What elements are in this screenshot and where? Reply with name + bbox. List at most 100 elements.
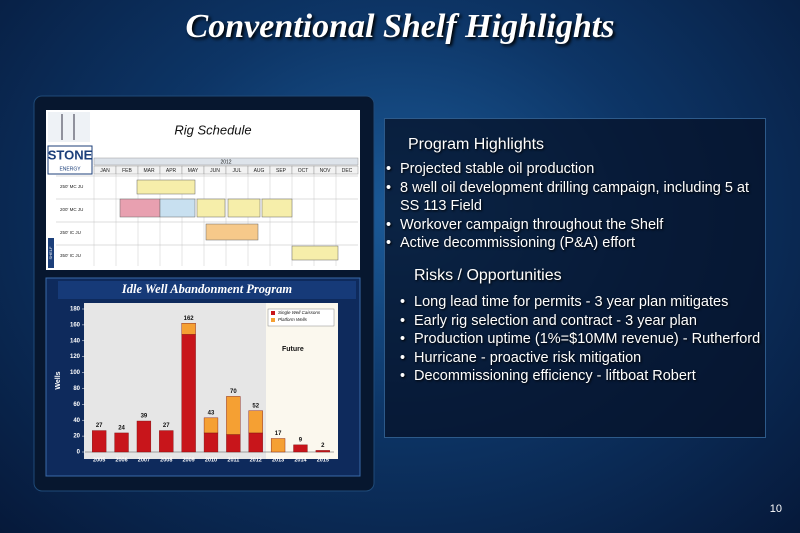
- row-label: 350' IC JU: [60, 253, 81, 258]
- year-band: [93, 157, 359, 166]
- total-label: 17: [275, 431, 282, 437]
- total-label: 9: [299, 437, 303, 443]
- month-cell: [335, 165, 359, 175]
- y-tick-label: 0: [77, 450, 81, 456]
- side-band: [48, 238, 54, 268]
- month-label: FEB: [122, 168, 132, 174]
- rig-icon: [48, 112, 90, 142]
- bullet-item: Projected stable oil production: [386, 160, 756, 179]
- bar-segment: [136, 420, 152, 453]
- bullet-item: Active decommissioning (P&A) effort: [386, 234, 756, 253]
- rig-bar: [136, 179, 196, 195]
- month-label: APR: [166, 168, 177, 174]
- y-tick-label: 20: [73, 434, 80, 440]
- legend-label: Single Well Caissons: [278, 310, 321, 315]
- bullet-item: Long lead time for permits - 3 year plan…: [400, 293, 780, 312]
- annotation: Future: [282, 346, 304, 353]
- x-tick-label: 2013: [272, 457, 284, 463]
- rig-bar: [205, 223, 259, 241]
- bar-segment: [248, 432, 263, 453]
- bullet-item: Early rig selection and contract - 3 yea…: [400, 312, 780, 331]
- y-tick-label: 40: [73, 418, 80, 424]
- side-label: SHELF: [48, 246, 53, 259]
- rig-schedule-title: Rig Schedule: [174, 122, 251, 137]
- year: 2012: [220, 159, 231, 165]
- bar-segment: [92, 430, 107, 453]
- total-label: 27: [163, 423, 170, 429]
- x-tick-label: 2011: [227, 457, 239, 463]
- slide-title: Conventional Shelf Highlights: [185, 8, 615, 45]
- total-label: 162: [184, 316, 195, 322]
- bullet-item: Production uptime (1%=$10MM revenue) - R…: [400, 330, 780, 349]
- y-tick-label: 60: [73, 402, 80, 408]
- bullet-item: Workover campaign throughout the Shelf: [386, 216, 756, 235]
- bullet-item: 8 well oil development drilling campaign…: [386, 179, 756, 216]
- x-tick-label: 2015: [317, 457, 329, 463]
- y-tick-label: 100: [70, 370, 81, 376]
- rig-bar: [159, 198, 196, 218]
- logo-sub: ENERGY: [59, 166, 81, 172]
- bar-segment: [293, 444, 308, 453]
- bar-segment: [181, 323, 196, 335]
- rig-bar: [196, 198, 226, 218]
- month-label: MAR: [143, 168, 155, 174]
- total-label: 24: [118, 426, 125, 432]
- month-label: JUL: [233, 168, 242, 174]
- total-label: 39: [141, 414, 148, 420]
- bar-segment: [159, 430, 174, 453]
- total-label: 52: [252, 403, 259, 409]
- total-label: 27: [96, 423, 103, 429]
- total-label: 43: [208, 410, 215, 416]
- bullet-list: Projected stable oil production8 well oi…: [386, 160, 756, 253]
- logo-box: [47, 145, 93, 175]
- bar-segment: [114, 432, 129, 453]
- month-label: DEC: [342, 168, 353, 174]
- y-tick-label: 120: [70, 354, 81, 360]
- x-tick-label: 2012: [250, 457, 262, 463]
- x-tick-label: 2010: [205, 457, 217, 463]
- bar-segment: [270, 438, 286, 453]
- x-tick-label: 2007: [138, 457, 150, 463]
- month-label: JAN: [100, 168, 110, 174]
- legend-box: [267, 308, 335, 327]
- x-tick-label: 2008: [160, 457, 172, 463]
- bar-segment: [226, 396, 241, 435]
- row-label: 250' IC JU: [60, 230, 81, 235]
- y-tick-label: 160: [70, 322, 81, 328]
- x-tick-label: 2014: [294, 457, 307, 463]
- total-label: 2: [321, 443, 325, 449]
- section-heading: Risks / Opportunities: [414, 267, 562, 284]
- rig-bar: [261, 198, 293, 218]
- total-label: 70: [230, 389, 237, 395]
- section-heading: Program Highlights: [408, 136, 545, 153]
- row-label: 200' MC JU: [60, 207, 83, 212]
- bar-segment: [203, 432, 219, 453]
- bullet-item: Decommissioning efficiency - liftboat Ro…: [400, 367, 780, 386]
- logo: STONE: [48, 147, 93, 162]
- bar-segment: [226, 434, 241, 453]
- bullet-item: Hurricane - proactive risk mitigation: [400, 349, 780, 368]
- rig-bar: [291, 245, 339, 261]
- rig-bar: [227, 198, 261, 218]
- bar-segment: [248, 410, 263, 434]
- bar-segment: [181, 334, 196, 453]
- chart-title: Idle Well Abandonment Program: [121, 282, 293, 296]
- month-label: JUN: [210, 168, 220, 174]
- bar-segment: [203, 417, 219, 434]
- x-tick-label: 2009: [183, 457, 195, 463]
- legend-label: Platform Wells: [278, 317, 308, 322]
- x-tick-label: 2006: [115, 457, 127, 463]
- future-region: [266, 303, 338, 459]
- y-tick-label: 80: [73, 386, 80, 392]
- month-label: NOV: [320, 168, 332, 174]
- row-label: 250' MC JU: [60, 184, 83, 189]
- page-number: 10: [769, 503, 782, 515]
- y-tick-label: 140: [70, 338, 81, 344]
- x-tick-label: 2005: [93, 457, 105, 463]
- bar-segment: [315, 450, 330, 453]
- month-label: AUG: [254, 168, 265, 174]
- bullet-list: Long lead time for permits - 3 year plan…: [400, 293, 780, 386]
- y-axis-label: Wells: [55, 371, 62, 389]
